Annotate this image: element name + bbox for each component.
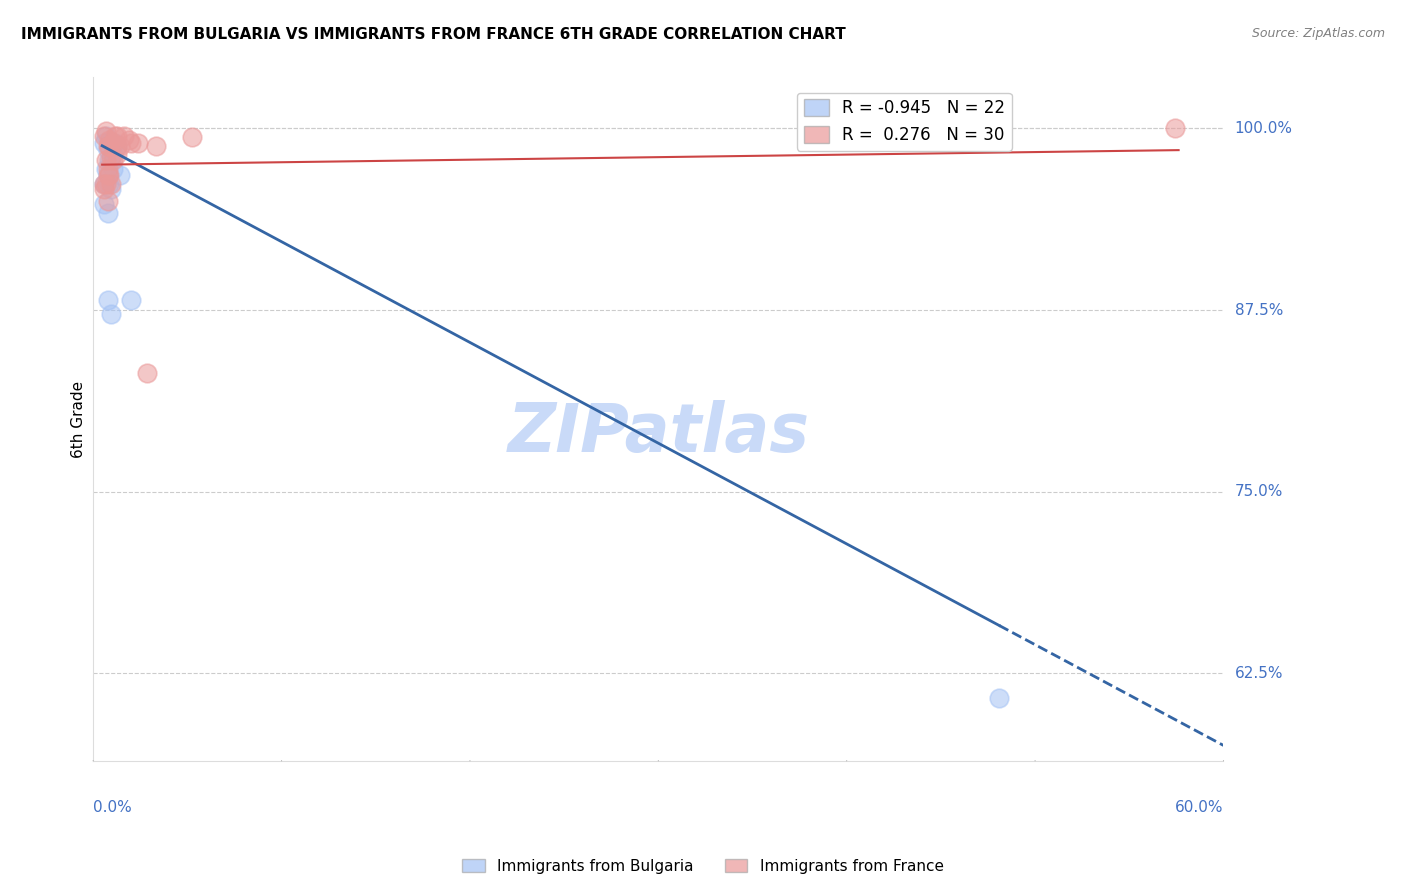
Point — [100, 182, 122, 196]
Text: 100.0%: 100.0% — [1234, 120, 1292, 136]
Point — [94, 124, 117, 138]
Point — [96, 138, 118, 153]
Text: 62.5%: 62.5% — [1234, 666, 1284, 681]
Point — [98, 138, 121, 153]
Point — [118, 133, 141, 147]
Point — [988, 691, 1011, 706]
Point — [145, 138, 167, 153]
Point — [180, 130, 202, 145]
Point — [94, 161, 117, 176]
Point — [112, 128, 135, 143]
Point — [100, 177, 122, 191]
Point — [93, 128, 115, 143]
Point — [104, 136, 127, 150]
Point — [94, 177, 117, 191]
Point — [108, 168, 131, 182]
Point — [98, 153, 121, 168]
Point — [93, 177, 115, 191]
Point — [136, 366, 159, 380]
Point — [100, 153, 122, 168]
Point — [104, 128, 127, 143]
Text: 60.0%: 60.0% — [1175, 799, 1223, 814]
Point — [94, 128, 117, 143]
Point — [93, 136, 115, 150]
Point — [98, 168, 121, 182]
Legend: R = -0.945   N = 22, R =  0.276   N = 30: R = -0.945 N = 22, R = 0.276 N = 30 — [797, 93, 1012, 151]
Text: Source: ZipAtlas.com: Source: ZipAtlas.com — [1251, 27, 1385, 40]
Y-axis label: 6th Grade: 6th Grade — [72, 381, 86, 458]
Point — [94, 153, 117, 168]
Point — [96, 194, 118, 208]
Point — [101, 136, 124, 150]
Text: 0.0%: 0.0% — [93, 799, 132, 814]
Legend: Immigrants from Bulgaria, Immigrants from France: Immigrants from Bulgaria, Immigrants fro… — [456, 853, 950, 880]
Point — [96, 161, 118, 176]
Point — [100, 307, 122, 321]
Text: 87.5%: 87.5% — [1234, 302, 1282, 318]
Text: 75.0%: 75.0% — [1234, 484, 1282, 500]
Point — [101, 147, 124, 161]
Text: ZIPatlas: ZIPatlas — [508, 400, 810, 466]
Point — [101, 161, 124, 176]
Point — [120, 293, 142, 307]
Text: IMMIGRANTS FROM BULGARIA VS IMMIGRANTS FROM FRANCE 6TH GRADE CORRELATION CHART: IMMIGRANTS FROM BULGARIA VS IMMIGRANTS F… — [21, 27, 846, 42]
Point — [105, 128, 128, 143]
Point — [93, 197, 115, 211]
Point — [96, 143, 118, 157]
Point — [96, 168, 118, 182]
Point — [96, 205, 118, 219]
Point — [127, 136, 149, 150]
Point — [100, 150, 122, 164]
Point — [101, 153, 124, 168]
Point — [96, 168, 118, 182]
Point — [96, 293, 118, 307]
Point — [93, 177, 115, 191]
Point — [98, 177, 121, 191]
Point — [105, 147, 128, 161]
Point — [98, 136, 121, 150]
Point — [93, 182, 115, 196]
Point — [1164, 121, 1187, 136]
Point — [98, 133, 121, 147]
Point — [105, 138, 128, 153]
Point — [120, 136, 142, 150]
Point — [105, 138, 128, 153]
Point — [108, 138, 131, 153]
